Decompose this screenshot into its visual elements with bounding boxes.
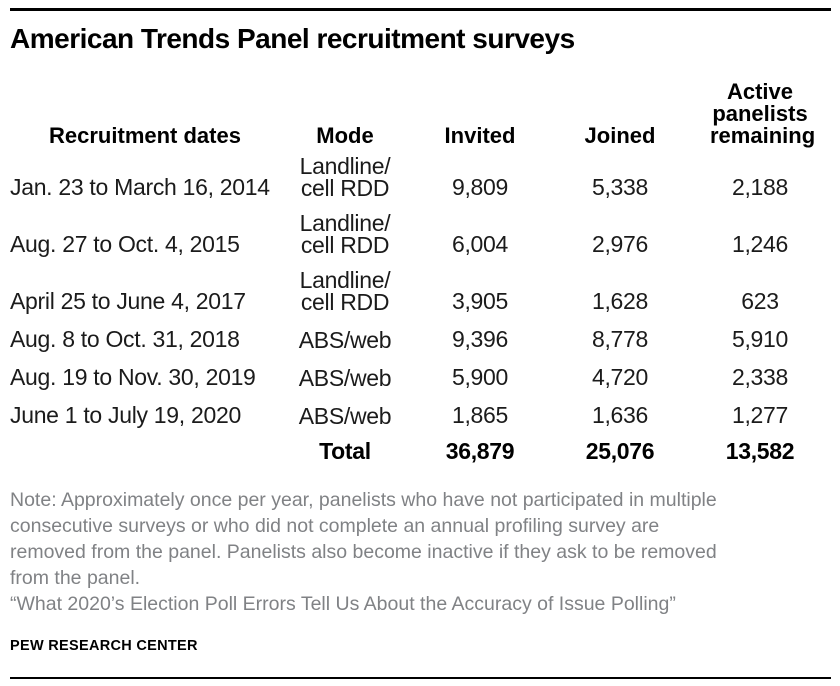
- recruitment-dates-cell: Aug. 27 to Oct. 4, 2015: [10, 231, 240, 257]
- column-header-invited: Invited: [444, 123, 516, 148]
- total-invited-cell: 36,879: [445, 438, 515, 464]
- joined-cell: 1,636: [591, 402, 649, 428]
- joined-cell: 8,778: [591, 326, 649, 352]
- mode-cell: ABS/web: [280, 365, 410, 391]
- mode-cell: Landline/cell RDD: [280, 210, 410, 258]
- mode-line-2: cell RDD: [300, 289, 390, 315]
- active-remaining-cell: 2,338: [731, 364, 789, 390]
- total-joined-cell: 25,076: [585, 438, 655, 464]
- mode-cell: ABS/web: [280, 327, 410, 353]
- joined-cell: 1,628: [591, 288, 649, 314]
- total-active-cell: 13,582: [725, 438, 795, 464]
- invited-cell: 6,004: [451, 231, 509, 257]
- source-title-line: “What 2020’s Election Poll Errors Tell U…: [10, 593, 676, 615]
- column-header-joined: Joined: [584, 123, 656, 148]
- note-block: Note: Approximately once per year, panel…: [10, 487, 830, 617]
- mode-line-1: ABS/web: [298, 327, 392, 353]
- invited-cell: 1,865: [451, 402, 509, 428]
- column-header-recruitment-dates: Recruitment dates: [49, 123, 241, 148]
- column-header-active-panelists-remaining: Active panelists remaining: [690, 81, 830, 147]
- table-total-row: Total 36,879 25,076 13,582: [10, 427, 830, 463]
- joined-cell: 4,720: [591, 364, 649, 390]
- recruitment-dates-cell: Aug. 8 to Oct. 31, 2018: [10, 326, 240, 352]
- invited-cell: 9,396: [451, 326, 509, 352]
- mode-line-2: cell RDD: [300, 175, 390, 201]
- column-header-mode: Mode: [316, 123, 374, 148]
- invited-cell: 3,905: [451, 288, 509, 314]
- invited-cell: 5,900: [451, 364, 509, 390]
- mode-line-2: cell RDD: [300, 232, 390, 258]
- active-remaining-cell: 5,910: [731, 326, 789, 352]
- top-divider-rule: [10, 8, 831, 11]
- note-line: removed from the panel. Panelists also b…: [10, 541, 717, 563]
- mode-line-1: Landline/: [299, 267, 391, 293]
- mode-line-1: ABS/web: [298, 403, 392, 429]
- note-line: Note: Approximately once per year, panel…: [10, 489, 717, 511]
- mode-line-1: Landline/: [299, 153, 391, 179]
- note-line: from the panel.: [10, 567, 141, 589]
- table-row: April 25 to June 4, 2017 Landline/cell R…: [10, 256, 830, 315]
- table-row: Aug. 19 to Nov. 30, 2019 ABS/web 5,900 4…: [10, 351, 830, 391]
- pew-research-center-wordmark: PEW RESEARCH CENTER: [10, 638, 198, 654]
- column-header-active-label: Active panelists remaining: [710, 79, 816, 148]
- active-remaining-cell: 623: [741, 288, 779, 314]
- recruitment-dates-cell: Jan. 23 to March 16, 2014: [10, 174, 270, 200]
- total-label: Total: [319, 438, 371, 464]
- invited-cell: 9,809: [451, 174, 509, 200]
- mode-line-1: ABS/web: [298, 365, 392, 391]
- recruitment-table: Recruitment dates Mode Invited Joined Ac…: [10, 77, 830, 463]
- table-row: Aug. 27 to Oct. 4, 2015 Landline/cell RD…: [10, 199, 830, 258]
- table-row: June 1 to July 19, 2020 ABS/web 1,865 1,…: [10, 389, 830, 429]
- recruitment-dates-cell: April 25 to June 4, 2017: [10, 288, 246, 314]
- mode-line-1: Landline/: [299, 210, 391, 236]
- recruitment-dates-cell: Aug. 19 to Nov. 30, 2019: [10, 364, 256, 390]
- table-row: Jan. 23 to March 16, 2014 Landline/cell …: [10, 147, 830, 201]
- table-header-row: Recruitment dates Mode Invited Joined Ac…: [10, 77, 830, 147]
- bottom-divider-rule: [10, 677, 831, 679]
- active-remaining-cell: 2,188: [731, 174, 789, 200]
- mode-cell: Landline/cell RDD: [280, 267, 410, 315]
- table-row: Aug. 8 to Oct. 31, 2018 ABS/web 9,396 8,…: [10, 313, 830, 353]
- recruitment-dates-cell: June 1 to July 19, 2020: [10, 402, 241, 428]
- joined-cell: 5,338: [591, 174, 649, 200]
- joined-cell: 2,976: [591, 231, 649, 257]
- mode-cell: Landline/cell RDD: [280, 153, 410, 201]
- mode-cell: ABS/web: [280, 403, 410, 429]
- active-remaining-cell: 1,246: [731, 231, 789, 257]
- note-line: consecutive surveys or who did not compl…: [10, 515, 660, 537]
- active-remaining-cell: 1,277: [731, 402, 789, 428]
- figure-title: American Trends Panel recruitment survey…: [10, 23, 575, 54]
